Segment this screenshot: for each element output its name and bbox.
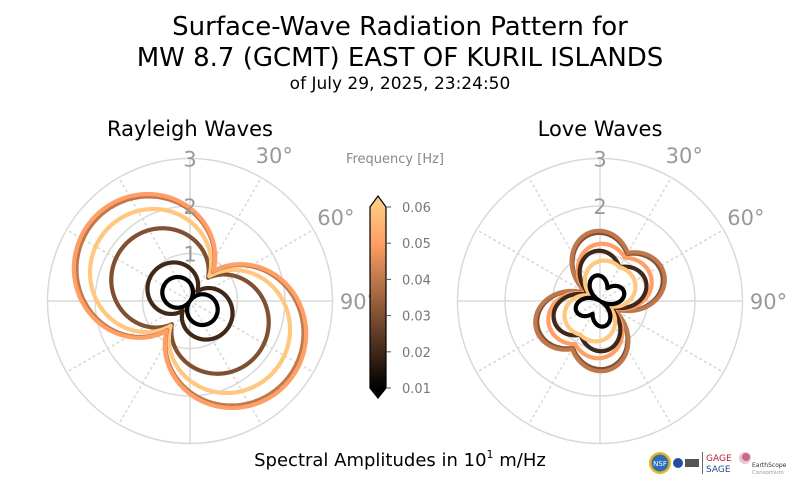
figure-title-line1: Surface-Wave Radiation Pattern for — [172, 12, 628, 42]
figure-title-line2: MW 8.7 (GCMT) EAST OF KURIL ISLANDS — [136, 43, 664, 73]
grid-spoke — [65, 228, 191, 302]
pattern-curve-0.01 — [573, 273, 627, 329]
amplitude-units-suffix: m/Hz — [493, 450, 546, 471]
usgs-logo — [685, 459, 699, 467]
colorbar-tick-label: 0.03 — [402, 310, 431, 325]
grid-spoke — [189, 176, 263, 302]
amplitude-units-label: Spectral Amplitudes in 101 m/Hz — [200, 448, 600, 471]
love-plot-title: Love Waves — [537, 117, 663, 141]
pattern-curve-0.01 — [160, 274, 220, 328]
grid-spoke — [475, 228, 601, 302]
love-polar-plot: 2 3 30° 60° 90° — [456, 144, 787, 445]
figure-subtitle: of July 29, 2025, 23:24:50 — [289, 74, 511, 94]
theta-tick-label: 60° — [727, 206, 764, 230]
nsf-logo: NSF — [649, 452, 671, 474]
theta-tick-label: 30° — [666, 144, 703, 168]
pattern-curve-0.03 — [109, 226, 271, 376]
grid-spoke — [599, 300, 673, 426]
grid-spoke — [527, 300, 601, 426]
colorbar-tick-label: 0.05 — [402, 237, 431, 252]
frequency-colorbar: 0.01 0.02 0.03 0.04 0.05 0.06 — [369, 194, 431, 399]
rayleigh-plot-title: Rayleigh Waves — [107, 117, 273, 141]
theta-tick-label: 30° — [256, 144, 293, 168]
colorbar-extend-min — [370, 388, 386, 398]
pattern-curve-0.05 — [71, 191, 309, 411]
colorbar-gradient — [370, 207, 386, 388]
amplitude-units-exponent: 1 — [486, 448, 494, 461]
earthscope-logo-text: EarthScope — [752, 462, 787, 469]
grid-spoke — [117, 300, 191, 426]
rayleigh-polar-plot: 123 30°60°90° — [46, 144, 377, 445]
theta-tick-label: 60° — [317, 206, 354, 230]
r-tick-label: 2 — [183, 195, 196, 219]
colorbar-tick-label: 0.04 — [402, 273, 431, 288]
r-tick-label: 3 — [593, 148, 606, 172]
colorbar-extend-max — [370, 196, 386, 207]
gage-logo-text: GAGE — [706, 454, 732, 464]
consortium-logo-text: Consortium — [752, 470, 784, 476]
earthscope-logo: EarthScope Consortium — [739, 452, 787, 476]
r-tick-label: 3 — [183, 148, 196, 172]
sage-logo-text: SAGE — [706, 465, 731, 475]
r-tick-label: 2 — [593, 195, 606, 219]
nsf-logo-text: NSF — [653, 460, 667, 468]
grid-spoke — [599, 300, 725, 374]
colorbar-tick-label: 0.01 — [402, 382, 431, 397]
grid-spoke — [527, 176, 601, 302]
grid-spoke — [599, 176, 673, 302]
theta-tick-label: 90° — [750, 290, 787, 314]
grid-spoke — [117, 176, 191, 302]
amplitude-units-prefix: Spectral Amplitudes in 10 — [254, 450, 487, 471]
colorbar-label: Frequency [Hz] — [345, 152, 445, 167]
pattern-curve-0.06 — [87, 206, 293, 396]
grid-spoke — [189, 300, 263, 426]
nasa-logo — [673, 458, 683, 468]
r-tick-label: 1 — [183, 243, 196, 267]
sponsor-logos: NSF GAGE SAGE EarthScope Consortium — [649, 452, 787, 476]
colorbar-tick-label: 0.02 — [402, 346, 431, 361]
logo-divider — [702, 452, 703, 474]
grid-spoke — [189, 300, 315, 374]
colorbar-tick-label: 0.06 — [402, 201, 431, 216]
pattern-curve-0.02 — [145, 260, 235, 342]
